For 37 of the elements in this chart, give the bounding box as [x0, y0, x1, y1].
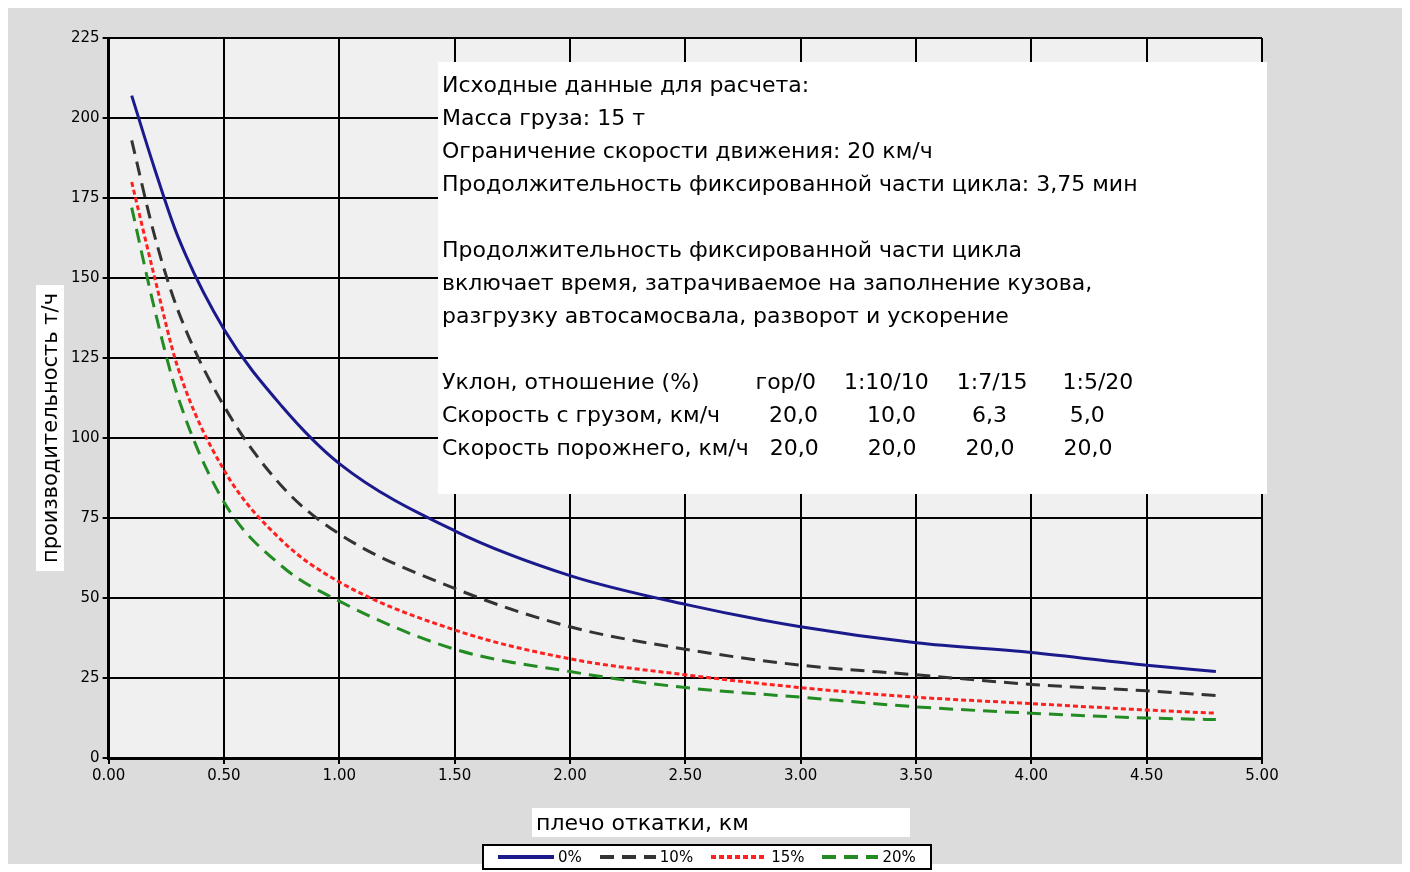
annotation: Уклон, отношение (%) гор/0 1:10/10 1:7/15 1:5/20: [442, 368, 1135, 396]
annotation: Ограничение скорости движения: 20 км/ч: [442, 137, 934, 165]
annotation: Продолжительность фиксированной части цикла: 3,75 мин: [442, 170, 1139, 198]
x-tick-label: 4.50: [1129, 765, 1164, 784]
y-tick-label: 225: [70, 27, 100, 46]
y-tick-label: 75: [80, 507, 100, 526]
annotation: Продолжительность фиксированной части цикла: [442, 236, 1023, 264]
x-tick-label: 4.00: [1014, 765, 1049, 784]
y-tick-label: 50: [80, 587, 100, 606]
annotation: Масса груза: 15 т: [442, 104, 647, 132]
x-tick-label: 2.50: [668, 765, 703, 784]
annotation: включает время, затрачиваемое на заполнение кузова,: [442, 269, 1094, 297]
x-axis-title: плечо откатки, км: [532, 808, 910, 837]
annotation: разгрузку автосамосвала, разворот и ускорение: [442, 302, 1010, 330]
legend-label: 0%: [558, 848, 582, 866]
x-tick-label: 1.00: [322, 765, 357, 784]
x-tick-label: 0.50: [207, 765, 241, 784]
annotation: Скорость порожнего, км/ч 20,0 20,0 20,0 20,0: [442, 434, 1114, 462]
y-axis-title: производительность т/ч: [36, 284, 64, 572]
annotation: Исходные данные для расчета:: [442, 71, 811, 99]
legend-label: 15%: [771, 848, 805, 866]
y-tick-label: 125: [70, 347, 100, 366]
y-tick-label: 25: [80, 667, 100, 686]
legend-label: 10%: [659, 848, 694, 866]
y-tick-label: 175: [70, 187, 100, 206]
y-tick-label: 150: [70, 267, 100, 286]
legend-label: 20%: [882, 848, 916, 866]
annotation: Скорость с грузом, км/ч 20,0 10,0 6,3 5,0: [442, 401, 1106, 429]
x-tick-label: 5.00: [1245, 765, 1279, 784]
x-tick-label: 0.00: [91, 765, 126, 784]
y-tick-label: 200: [70, 107, 100, 126]
x-tick-label: 1.50: [437, 765, 472, 784]
y-tick-label: 0: [90, 747, 100, 766]
y-tick-label: 100: [70, 427, 100, 446]
x-tick-label: 2.00: [553, 765, 587, 784]
x-tick-label: 3.00: [783, 765, 818, 784]
x-tick-label: 3.50: [899, 765, 933, 784]
